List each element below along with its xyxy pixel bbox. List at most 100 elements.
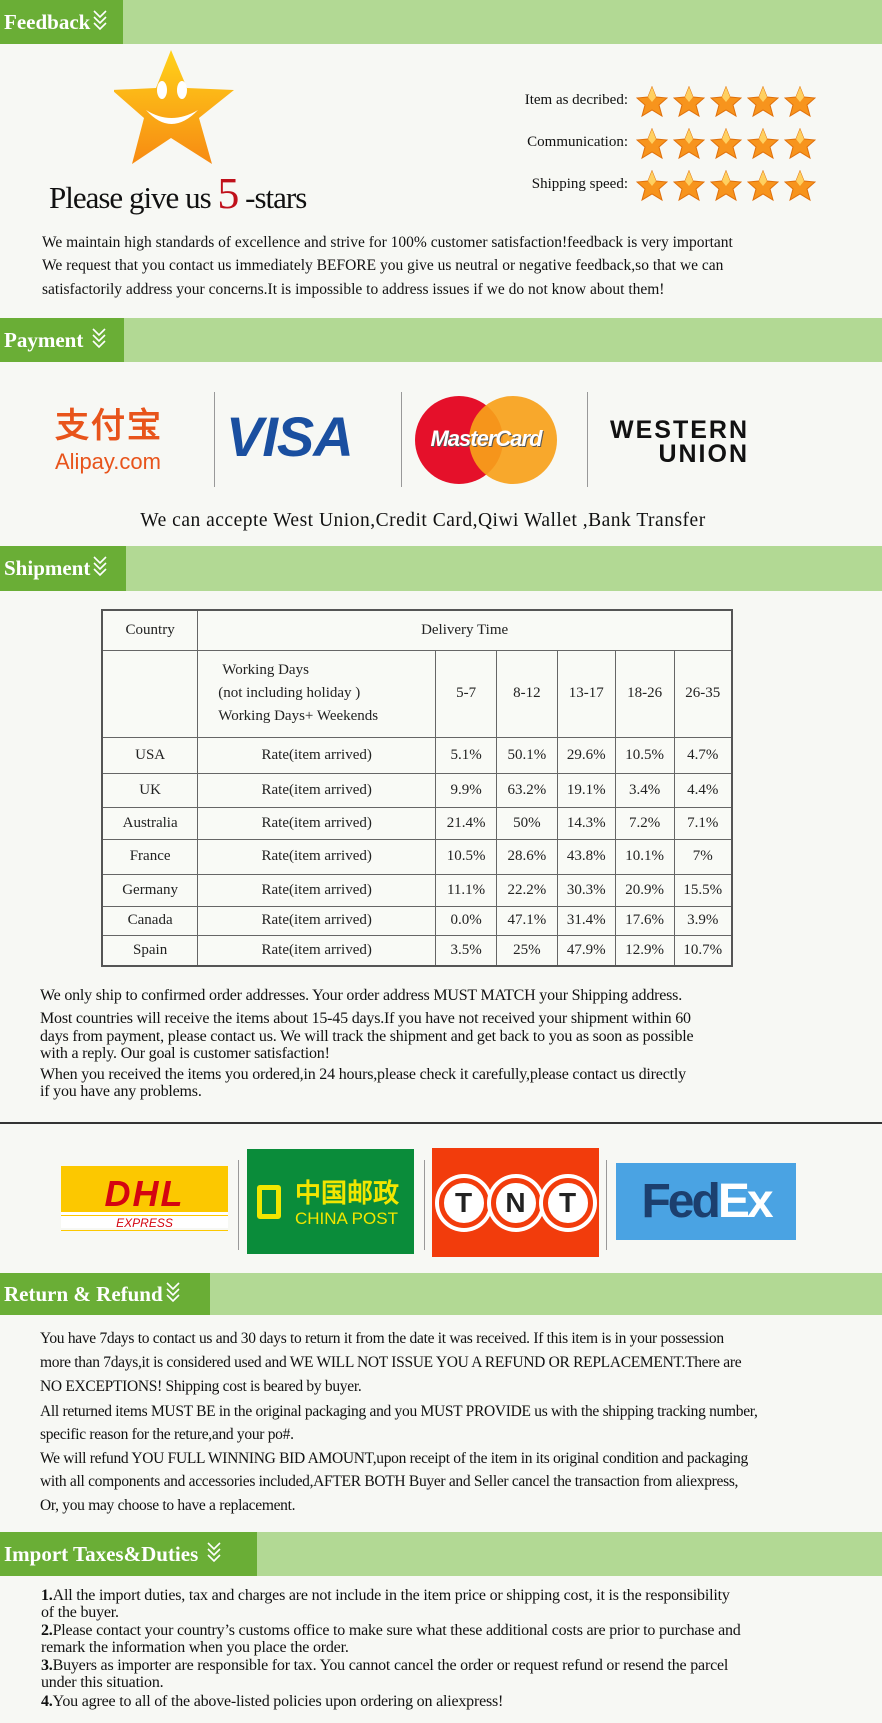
table-row: France Rate(item arrived) 10.5% 28.6% 43.8% 1… xyxy=(101,838,733,875)
policy-line: 2.Please contact your country’s customs … xyxy=(41,1622,741,1639)
country-cell: Spain xyxy=(101,934,199,967)
rate-value-cell: 10.5% xyxy=(435,838,497,875)
rate-value-cell: 43.8% xyxy=(556,838,616,875)
mastercard-logo: MasterCard xyxy=(415,396,557,484)
star-icon xyxy=(709,85,743,118)
rate-label-cell: Rate(item arrived) xyxy=(197,873,437,907)
policy-line: 1.All the import duties, tax and charges… xyxy=(41,1587,730,1604)
range-header: 5-7 xyxy=(435,649,497,738)
rate-value-cell: 7.1% xyxy=(673,806,733,840)
text-line: with a reply. Our goal is customer satis… xyxy=(40,1045,330,1062)
headline-number: 5 xyxy=(217,169,239,218)
rate-value-cell: 7% xyxy=(673,838,733,875)
policy-number: 3. xyxy=(41,1657,53,1674)
chevron-down-icon xyxy=(92,548,108,592)
range-header: 8-12 xyxy=(496,649,558,738)
divider xyxy=(606,1160,607,1250)
import-header: Import Taxes&Duties xyxy=(0,1532,882,1576)
rate-value-cell: 14.3% xyxy=(556,806,616,840)
rate-value-cell: 3.5% xyxy=(435,934,497,967)
rate-value-cell: 47.9% xyxy=(556,934,616,967)
rate-label-cell: Rate(item arrived) xyxy=(197,838,437,875)
rate-label-cell: Rate(item arrived) xyxy=(197,905,437,936)
rate-label-cell: Rate(item arrived) xyxy=(197,806,437,840)
text-line: if you have any problems. xyxy=(40,1083,202,1100)
star-icon xyxy=(709,127,743,160)
policy-number: 1. xyxy=(41,1587,53,1604)
rate-value-cell: 28.6% xyxy=(496,838,558,875)
tnt-letter: T xyxy=(438,1177,489,1228)
rate-value-cell: 29.6% xyxy=(556,736,616,774)
text-line: days from payment, please contact us. We… xyxy=(40,1028,694,1045)
rate-value-cell: 30.3% xyxy=(556,873,616,907)
rate-value-cell: 50.1% xyxy=(496,736,558,774)
section-title: Feedback xyxy=(4,10,91,34)
delivery-time-table: Country Delivery Time Working Days (not … xyxy=(101,609,733,967)
policy-line: under this situation. xyxy=(41,1674,164,1691)
text-line: We request that you contact us immediate… xyxy=(42,257,724,274)
chevron-down-icon xyxy=(206,1534,222,1578)
star-icon xyxy=(746,127,780,160)
chevron-down-icon xyxy=(165,1275,181,1317)
table-row: Germany Rate(item arrived) 11.1% 22.2% 30.3%… xyxy=(101,873,733,907)
rate-value-cell: 9.9% xyxy=(435,772,497,808)
tnt-letter: T xyxy=(542,1177,593,1228)
rate-value-cell: 4.7% xyxy=(673,736,733,774)
rate-label-cell: Rate(item arrived) xyxy=(197,736,437,774)
payment-methods-note: We can accepte West Union,Credit Card,Qi… xyxy=(140,510,706,531)
star-icon xyxy=(783,85,817,118)
rate-value-cell: 21.4% xyxy=(435,806,497,840)
rate-value-cell: 50% xyxy=(496,806,558,840)
policy-line: 4.You agree to all of the above-listed p… xyxy=(41,1693,504,1710)
rate-value-cell: 3.9% xyxy=(673,905,733,936)
rate-value-cell: 17.6% xyxy=(614,905,675,936)
rate-label-cell: Rate(item arrived) xyxy=(197,934,437,967)
rate-value-cell: 5.1% xyxy=(435,736,497,774)
country-cell: Canada xyxy=(101,905,199,936)
table-row: USA Rate(item arrived) 5.1% 50.1% 29.6% 10.5%… xyxy=(101,736,733,774)
rate-value-cell: 12.9% xyxy=(614,934,675,967)
rate-value-cell: 63.2% xyxy=(496,772,558,808)
visa-logo: VISA xyxy=(226,405,354,468)
rate-value-cell: 19.1% xyxy=(556,772,616,808)
dhl-logo: DHL EXPRESS xyxy=(61,1166,228,1231)
feedback-header: Feedback xyxy=(0,0,882,44)
policy-line: of the buyer. xyxy=(41,1604,119,1621)
divider xyxy=(0,1122,882,1124)
divider xyxy=(424,1160,425,1250)
fedex-logo: FedEx xyxy=(616,1163,796,1240)
text-line: When you received the items you ordered,… xyxy=(40,1066,686,1083)
rate-value-cell: 15.5% xyxy=(673,873,733,907)
rate-value-cell: 10.1% xyxy=(614,838,675,875)
shipment-header: Shipment xyxy=(0,546,882,591)
table-row: Australia Rate(item arrived) 21.4% 50% 14.3%… xyxy=(101,806,733,840)
rate-value-cell: 31.4% xyxy=(556,905,616,936)
star-icon xyxy=(783,127,817,160)
rate-value-cell: 47.1% xyxy=(496,905,558,936)
text-line: specific reason for the reture,and your … xyxy=(40,1426,294,1443)
rate-value-cell: 10.5% xyxy=(614,736,675,774)
star-icon xyxy=(783,169,817,202)
section-title: Return & Refund xyxy=(4,1282,163,1306)
range-header: 18-26 xyxy=(614,649,675,738)
star-icon xyxy=(672,169,706,202)
rating-label: Item as decribed: xyxy=(524,92,628,108)
rate-value-cell: 0.0% xyxy=(435,905,497,936)
text-line: with all components and accessories incl… xyxy=(40,1473,739,1490)
star-icon xyxy=(672,85,706,118)
text-line: satisfactorily address your concerns.It … xyxy=(42,281,665,298)
table-subheader-row: Working Days (not including holiday ) Wo… xyxy=(101,649,733,738)
table-row: Spain Rate(item arrived) 3.5% 25% 47.9% 12.9%… xyxy=(101,934,733,967)
section-title: Import Taxes&Duties xyxy=(4,1542,199,1566)
divider xyxy=(587,392,588,487)
country-cell: France xyxy=(101,838,199,875)
rating-label: Shipping speed: xyxy=(531,176,628,192)
rate-value-cell: 20.9% xyxy=(614,873,675,907)
country-header: Country xyxy=(101,609,199,651)
star-icon xyxy=(746,85,780,118)
star-icon xyxy=(746,169,780,202)
policy-line: 3.Buyers as importer are responsible for… xyxy=(41,1657,729,1674)
rate-value-cell: 10.7% xyxy=(673,934,733,967)
country-cell: UK xyxy=(101,772,199,808)
policy-number: 4. xyxy=(41,1693,53,1710)
